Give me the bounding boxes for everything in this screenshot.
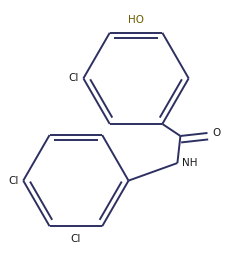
Text: O: O bbox=[212, 128, 220, 138]
Text: Cl: Cl bbox=[71, 234, 81, 244]
Text: NH: NH bbox=[182, 158, 197, 168]
Text: HO: HO bbox=[128, 15, 144, 25]
Text: Cl: Cl bbox=[8, 176, 19, 186]
Text: Cl: Cl bbox=[68, 73, 79, 83]
